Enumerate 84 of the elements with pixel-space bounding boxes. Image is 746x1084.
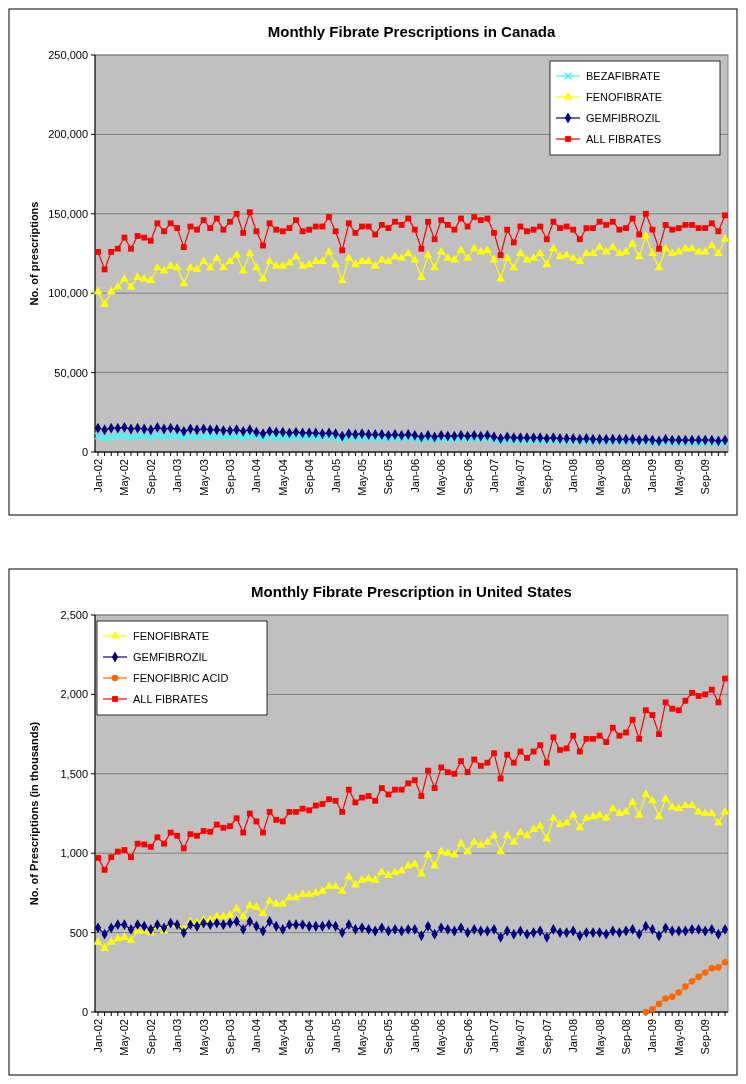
point	[715, 964, 722, 971]
x-tick-label: Jan-08	[567, 459, 580, 493]
chart-title: Monthly Fibrate Prescription in United States	[251, 583, 572, 600]
y-tick-label: 200,000	[48, 128, 88, 141]
x-tick-label: May-09	[672, 1019, 685, 1056]
x-tick-label: Jan-06	[408, 459, 421, 493]
point	[682, 983, 689, 990]
x-tick-label: Sep-08	[620, 1019, 632, 1055]
x-tick-label: May-04	[276, 459, 289, 496]
x-tick-label: Sep-07	[540, 1019, 553, 1055]
x-tick-label: May-02	[118, 1019, 131, 1056]
x-tick-label: May-03	[197, 1019, 210, 1056]
x-tick-label: May-04	[276, 1019, 289, 1056]
x-tick-label: Jan-08	[567, 1019, 580, 1053]
x-tick-label: Jan-05	[329, 1019, 342, 1053]
y-axis-title: No. of Prescriptions (in thousands)	[28, 721, 40, 906]
x-tick-label: Jan-07	[488, 459, 500, 493]
x-tick-label: Sep-05	[382, 1019, 395, 1055]
point	[655, 1000, 663, 1008]
x-tick-label: Jan-03	[171, 459, 184, 493]
x-tick-label: Jan-04	[250, 459, 263, 493]
x-tick-label: Jan-05	[329, 459, 342, 493]
x-tick-label: Sep-06	[461, 459, 474, 495]
point	[668, 993, 676, 1001]
point	[701, 969, 709, 976]
x-tick-label: May-07	[514, 459, 527, 496]
x-tick-label: Jan-04	[250, 1019, 263, 1053]
x-tick-label: Sep-03	[224, 459, 236, 495]
x-tick-label: May-06	[435, 459, 448, 496]
x-tick-label: Jan-02	[92, 459, 104, 493]
x-tick-label: Jan-02	[92, 1019, 104, 1053]
x-tick-label: Sep-07	[540, 459, 553, 495]
y-tick-label: 50,000	[54, 366, 88, 379]
point	[675, 989, 683, 996]
y-tick-label: 150,000	[48, 207, 88, 220]
y-tick-label: 100,000	[48, 287, 88, 300]
y-tick-label: 2,000	[60, 688, 88, 701]
y-tick-label: 2,500	[60, 609, 88, 621]
x-tick-label: May-05	[356, 1019, 368, 1056]
x-tick-label: Jan-09	[646, 459, 659, 493]
x-tick-label: Sep-02	[144, 1019, 157, 1055]
y-tick-label: 1,000	[60, 847, 88, 860]
x-tick-label: Sep-09	[699, 459, 712, 495]
point	[649, 1006, 656, 1013]
point	[688, 978, 696, 985]
y-tick-label: 0	[81, 446, 88, 458]
chart-title: Monthly Fibrate Prescriptions in Canada	[267, 23, 556, 40]
x-tick-label: Sep-09	[699, 1019, 712, 1055]
legend-label: FENOFIBRIC ACID	[133, 672, 229, 684]
legend-label: FENOFIBRATE	[586, 91, 663, 103]
y-tick-label: 0	[81, 1006, 88, 1018]
x-tick-label: May-07	[514, 1019, 527, 1056]
y-tick-label: 250,000	[48, 49, 88, 61]
point	[695, 973, 702, 981]
legend-label: GEMFIBROZIL	[133, 651, 208, 663]
x-tick-label: May-06	[435, 1019, 448, 1056]
x-tick-label: Sep-06	[461, 1019, 474, 1055]
x-tick-label: Jan-07	[488, 1019, 500, 1053]
x-tick-label: Sep-05	[382, 459, 395, 495]
x-tick-label: Jan-06	[408, 1019, 421, 1053]
x-tick-label: Sep-08	[620, 459, 632, 495]
x-tick-label: May-08	[593, 1019, 606, 1056]
x-tick-label: Jan-09	[646, 1019, 659, 1053]
x-tick-label: May-09	[672, 459, 685, 496]
x-tick-label: May-08	[593, 459, 606, 496]
y-tick-label: 1,500	[60, 767, 88, 780]
x-tick-label: May-03	[197, 459, 210, 496]
legend-label: FENOFIBRATE	[133, 630, 210, 642]
x-tick-label: May-02	[118, 459, 131, 496]
legend-label: ALL FIBRATES	[586, 133, 662, 145]
x-tick-label: Sep-02	[144, 459, 157, 495]
x-tick-label: Sep-04	[303, 1019, 316, 1055]
x-tick-label: May-05	[356, 459, 368, 496]
x-tick-label: Sep-03	[224, 1019, 236, 1055]
y-axis-title: No. of prescriptions	[28, 201, 40, 306]
legend-label: ALL FIBRATES	[133, 693, 209, 705]
legend-label: BEZAFIBRATE	[586, 70, 661, 82]
legend-label: GEMFIBROZIL	[586, 112, 661, 124]
y-tick-label: 500	[69, 926, 88, 939]
point	[662, 995, 669, 1002]
x-tick-label: Jan-03	[171, 1019, 184, 1053]
point	[708, 964, 716, 972]
x-tick-label: Sep-04	[303, 459, 316, 495]
point	[721, 959, 729, 966]
